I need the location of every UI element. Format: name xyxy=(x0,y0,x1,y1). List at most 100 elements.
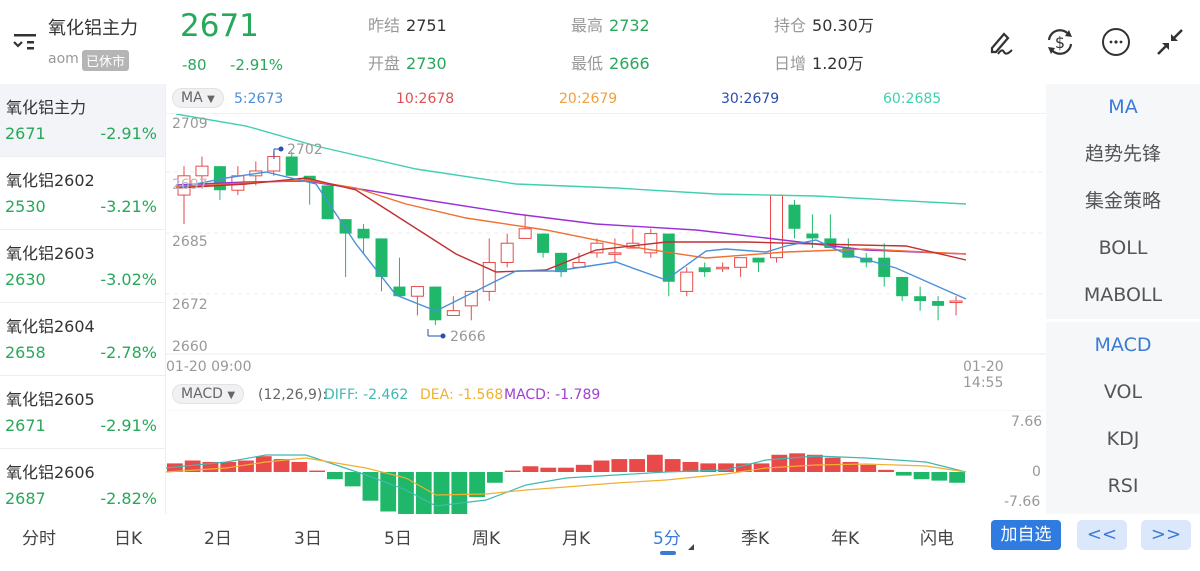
main-indicator-dropdown[interactable]: MA ▼ xyxy=(172,88,224,108)
macd-legend: MACD ▼ (12,26,9): DIFF: -2.462 DEA: -1.5… xyxy=(166,380,1046,410)
tab-intraday[interactable]: 分时 xyxy=(22,529,56,549)
dropdown-caret-icon: ▼ xyxy=(227,390,236,401)
contract-pct: -3.02% xyxy=(100,270,157,289)
contract-price: 2530 xyxy=(5,197,46,216)
contract-pct: -3.21% xyxy=(100,197,157,216)
low-value: 2666 xyxy=(609,54,650,73)
open-value: 2730 xyxy=(406,54,447,73)
indicator-kdj[interactable]: KDJ xyxy=(1106,428,1140,450)
contract-name: 氧化铝2603 xyxy=(6,244,95,263)
tab-daily[interactable]: 日K xyxy=(114,529,143,549)
indicator-rsi[interactable]: RSI xyxy=(1107,475,1139,497)
macd-y-tick: 7.66 xyxy=(1011,414,1043,430)
ma-legend: MA ▼ 5:2673 10:2678 20:2679 30:2679 60:2… xyxy=(166,84,1046,114)
contract-price: 2687 xyxy=(5,489,46,508)
more-icon[interactable] xyxy=(1100,26,1132,58)
indicator-maboll[interactable]: MABOLL xyxy=(1083,284,1163,306)
daily-increase-label: 日增 xyxy=(774,54,807,73)
contract-item[interactable]: 氧化铝2602 2530 -3.21% xyxy=(0,157,165,230)
open-interest-value: 50.30万 xyxy=(812,16,874,35)
ma20-value: 20:2679 xyxy=(559,91,618,107)
tab-yearly[interactable]: 年K xyxy=(831,529,860,549)
contract-item[interactable]: 氧化铝2603 2630 -3.02% xyxy=(0,230,165,303)
low-label: 最低 xyxy=(571,54,604,73)
contract-item[interactable]: 氧化铝2605 2671 -2.91% xyxy=(0,376,165,449)
open-interest-label: 持仓 xyxy=(774,16,807,35)
contract-pct: -2.91% xyxy=(100,124,157,143)
instrument-title: 氧化铝主力 xyxy=(48,18,138,39)
prev-settle-label: 昨结 xyxy=(368,16,401,35)
macd-y-tick: -7.66 xyxy=(1004,494,1041,510)
macd-diff: DIFF: -2.462 xyxy=(324,387,409,403)
daily-increase-value: 1.20万 xyxy=(812,54,864,73)
dropdown-caret-icon: ▼ xyxy=(207,94,215,105)
tab-5min[interactable]: 5分 xyxy=(653,529,681,549)
svg-text:$: $ xyxy=(1055,33,1065,52)
high: 最高 2732 xyxy=(571,12,650,36)
contract-name: 氧化铝2605 xyxy=(6,390,95,409)
next-button[interactable]: >> xyxy=(1141,520,1191,550)
tab-2day[interactable]: 2日 xyxy=(204,529,232,549)
price-change: -80 xyxy=(182,56,207,74)
x-end-label: 01-20 14:55 xyxy=(963,359,1004,391)
x-start-label: 01-20 09:00 xyxy=(166,359,252,375)
macd-params: (12,26,9): xyxy=(258,387,328,403)
ma30-value: 30:2679 xyxy=(721,91,780,107)
contract-list: 氧化铝主力 2671 -2.91% 氧化铝2602 2530 -3.21% 氧化铝260… xyxy=(0,84,166,514)
contract-pct: -2.82% xyxy=(100,489,157,508)
high-marker-label: 2702 xyxy=(287,142,323,158)
indicator-trend-pioneer[interactable]: 趋势先锋 xyxy=(1084,143,1161,165)
open-interest: 持仓 50.30万 xyxy=(774,12,874,36)
header: 氧化铝主力 aom 已休市 2671 -80 -2.91% 昨结 2751 开盘 2… xyxy=(0,0,1200,84)
contract-pct: -2.91% xyxy=(100,416,157,435)
candlestick-chart[interactable]: 2702 2666 xyxy=(166,114,1046,376)
tab-monthly[interactable]: 月K xyxy=(562,529,591,549)
instrument-code: aom xyxy=(48,51,79,67)
contract-name: 氧化铝2606 xyxy=(6,463,95,482)
main-indicator-label: MA xyxy=(181,90,203,106)
tab-5day[interactable]: 5日 xyxy=(384,529,412,549)
y-tick: 2685 xyxy=(172,234,208,250)
contract-item[interactable]: 氧化铝2604 2658 -2.78% xyxy=(0,303,165,376)
price-change-pct: -2.91% xyxy=(230,56,284,74)
period-tabs: 分时 日K 2日 3日 5日 周K 月K 5分 季K 年K 闪电 加自选 << … xyxy=(0,514,1200,571)
contract-item[interactable]: 氧化铝2606 2687 -2.82% xyxy=(0,449,165,522)
collapse-icon[interactable] xyxy=(1154,26,1186,58)
active-tab-indicator xyxy=(660,551,676,555)
tab-weekly[interactable]: 周K xyxy=(472,529,501,549)
menu-icon[interactable] xyxy=(12,30,40,54)
macd-chart[interactable] xyxy=(166,410,1046,514)
ma5-value: 5:2673 xyxy=(234,91,284,107)
chart-area[interactable]: MA ▼ 5:2673 10:2678 20:2679 30:2679 60:2… xyxy=(166,84,1046,514)
indicator-panel: MA 趋势先锋 集金策略 BOLL MABOLL MACD VOL KDJ RS… xyxy=(1046,84,1200,514)
indicator-vol[interactable]: VOL xyxy=(1103,381,1143,403)
sub-indicator-dropdown[interactable]: MACD ▼ xyxy=(172,384,245,404)
draw-icon[interactable] xyxy=(986,26,1018,58)
indicator-gold-strategy[interactable]: 集金策略 xyxy=(1084,190,1161,212)
y-tick: 2660 xyxy=(172,339,208,355)
contract-pct: -2.78% xyxy=(100,343,157,362)
high-value: 2732 xyxy=(609,16,650,35)
macd-dea: DEA: -1.568 xyxy=(420,387,504,403)
tab-quarterly[interactable]: 季K xyxy=(741,529,770,549)
tab-flash[interactable]: 闪电 xyxy=(920,529,954,549)
prev-settle-value: 2751 xyxy=(406,16,447,35)
contract-name: 氧化铝2604 xyxy=(6,317,95,336)
contract-name: 氧化铝2602 xyxy=(6,171,95,190)
tab-3day[interactable]: 3日 xyxy=(294,529,322,549)
open-label: 开盘 xyxy=(368,54,401,73)
prev-button[interactable]: << xyxy=(1077,520,1127,550)
contract-price: 2658 xyxy=(5,343,46,362)
add-favorite-button[interactable]: 加自选 xyxy=(991,520,1061,550)
indicator-boll[interactable]: BOLL xyxy=(1098,237,1148,259)
contract-name: 氧化铝主力 xyxy=(6,98,87,117)
indicator-ma[interactable]: MA xyxy=(1108,96,1138,118)
y-tick: 2672 xyxy=(172,297,208,313)
contract-item[interactable]: 氧化铝主力 2671 -2.91% xyxy=(0,84,165,157)
macd-value: MACD: -1.789 xyxy=(504,387,601,403)
indicator-macd[interactable]: MACD xyxy=(1094,334,1152,356)
divider xyxy=(1046,319,1200,322)
market-status-badge: 已休市 xyxy=(82,50,130,71)
currency-exchange-icon[interactable]: $ xyxy=(1044,26,1076,58)
period-corner-icon xyxy=(688,544,694,550)
